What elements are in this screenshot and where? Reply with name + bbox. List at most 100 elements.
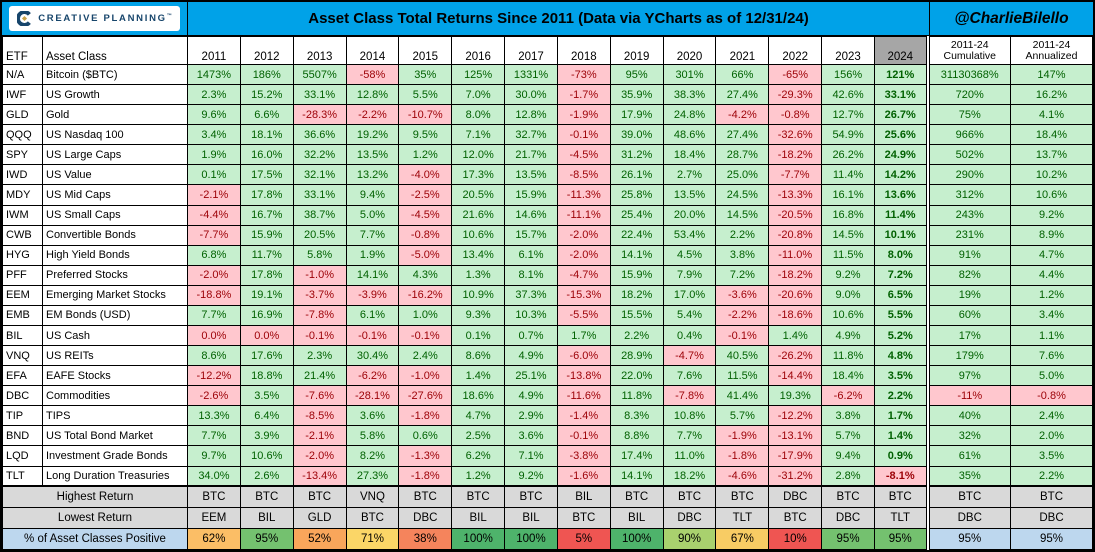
return-cell: 5.5% (873, 304, 929, 327)
table-row-SPY: SPY US Large Caps 1.9% 16.0% 32.2% 13.5% 1.2% 1… (2, 144, 1093, 166)
return-cell: 26.2% (821, 144, 875, 166)
asset-class-cell: High Yield Bonds (42, 244, 188, 266)
annualized-cell: 147% (1010, 63, 1093, 86)
cumulative-cell: 290% (925, 164, 1011, 186)
return-cell: 6.8% (187, 244, 241, 266)
table-row-HYG: HYG High Yield Bonds 6.8% 11.7% 5.8% 1.9% -5.0… (2, 244, 1093, 266)
summary-cell: DBC (662, 506, 717, 529)
return-cell: 53.4% (662, 224, 717, 246)
cumulative-cell: 31130368% (925, 63, 1011, 86)
pct-cell: 95% (821, 527, 875, 551)
return-cell: 11.8% (821, 345, 875, 367)
return-cell: 17.0% (662, 284, 717, 306)
year-header-2019: 2019 (609, 36, 664, 65)
return-cell: 14.5% (821, 224, 875, 246)
return-cell: 121% (873, 63, 929, 86)
return-cell: -11.3% (556, 184, 611, 206)
return-cell: -18.6% (768, 304, 823, 327)
asset-class-cell: US Large Caps (42, 144, 188, 166)
table-row-BND: BND US Total Bond Market 7.7% 3.9% -2.1% 5.8%… (2, 425, 1093, 447)
return-cell: 25.1% (504, 365, 558, 387)
return-cell: 18.6% (451, 385, 506, 407)
cumulative-cell: 19% (925, 284, 1011, 306)
annualized-cell: 2.2% (1010, 465, 1093, 487)
summary-cell: VNQ (345, 485, 400, 508)
return-cell: 20.0% (662, 204, 717, 226)
asset-class-cell: Bitcoin ($BTC) (42, 63, 188, 86)
return-cell: 10.9% (451, 284, 506, 306)
return-cell: -2.2% (715, 304, 770, 327)
asset-class-cell: EM Bonds (USD) (42, 304, 188, 327)
year-header-2015: 2015 (398, 36, 453, 65)
annualized-cell: 4.7% (1010, 244, 1093, 266)
return-cell: 18.4% (662, 144, 717, 166)
return-cell: -13.4% (292, 465, 347, 487)
return-cell: 3.9% (239, 425, 294, 447)
return-cell: -14.4% (768, 365, 823, 387)
return-cell: -0.8% (398, 224, 453, 246)
summary-cell: GLD (292, 506, 347, 529)
return-cell: -0.1% (398, 325, 453, 347)
table-row-IWM: IWM US Small Caps -4.4% 16.7% 38.7% 5.0% -4.5%… (2, 204, 1093, 226)
return-cell: 9.5% (398, 124, 453, 146)
return-cell: 2.7% (662, 164, 717, 186)
return-cell: -2.0% (292, 445, 347, 467)
return-cell: -17.9% (768, 445, 823, 467)
table-row-IWD: IWD US Value 0.1% 17.5% 32.1% 13.2% -4.0% 17.3%… (2, 164, 1093, 186)
return-cell: -1.8% (715, 445, 770, 467)
cumulative-cell: 502% (925, 144, 1011, 166)
return-cell: 42.6% (821, 84, 875, 106)
twitter-handle: @CharlieBilello (929, 2, 1093, 35)
return-cell: 28.9% (609, 345, 664, 367)
return-cell: 2.2% (715, 224, 770, 246)
return-cell: 5.0% (345, 204, 400, 226)
return-cell: -2.5% (398, 184, 453, 206)
return-cell: 15.9% (504, 184, 558, 206)
return-cell: 18.2% (609, 284, 664, 306)
summary-cumulative-cell: BTC (925, 485, 1011, 508)
return-cell: 14.1% (609, 465, 664, 487)
return-cell: 2.3% (292, 345, 347, 367)
return-cell: -7.8% (292, 304, 347, 327)
return-cell: 14.2% (873, 164, 929, 186)
return-cell: -3.7% (292, 284, 347, 306)
return-cell: 1.7% (556, 325, 611, 347)
cumulative-cell: 82% (925, 264, 1011, 286)
return-cell: 27.4% (715, 84, 770, 106)
return-cell: 301% (662, 63, 717, 86)
return-cell: -1.9% (556, 104, 611, 126)
return-cell: 6.5% (873, 284, 929, 306)
return-cell: 10.3% (504, 304, 558, 327)
return-cell: 30.4% (345, 345, 400, 367)
return-cell: -4.7% (556, 264, 611, 286)
return-cell: 17.3% (451, 164, 506, 186)
return-cell: -4.0% (398, 164, 453, 186)
table-row-MDY: MDY US Mid Caps -2.1% 17.8% 33.1% 9.4% -2.5% 20… (2, 184, 1093, 206)
return-cell: 26.7% (873, 104, 929, 126)
return-cell: 3.6% (345, 405, 400, 427)
return-cell: 31.2% (609, 144, 664, 166)
asset-class-cell: US Mid Caps (42, 184, 188, 206)
return-cell: 7.6% (662, 365, 717, 387)
return-cell: 25.6% (873, 124, 929, 146)
return-cell: 1.9% (345, 244, 400, 266)
return-cell: -20.5% (768, 204, 823, 226)
etf-cell: N/A (2, 63, 43, 86)
return-cell: 5507% (292, 63, 347, 86)
asset-class-cell: Commodities (42, 385, 188, 407)
return-cell: 32.1% (292, 164, 347, 186)
return-cell: -26.2% (768, 345, 823, 367)
return-cell: -1.0% (292, 264, 347, 286)
return-cell: -11.0% (768, 244, 823, 266)
summary-cell: BTC (239, 485, 294, 508)
return-cell: 0.1% (187, 164, 241, 186)
etf-cell: EFA (2, 365, 43, 387)
return-cell: 19.1% (239, 284, 294, 306)
return-cell: 13.4% (451, 244, 506, 266)
asset-class-cell: Gold (42, 104, 188, 126)
table-row-VNQ: VNQ US REITs 8.6% 17.6% 2.3% 30.4% 2.4% 8.6% 4.9… (2, 345, 1093, 367)
cumulative-cell: 17% (925, 325, 1011, 347)
summary-cell: BTC (187, 485, 241, 508)
creative-planning-c-icon (17, 11, 32, 26)
return-cell: 9.4% (345, 184, 400, 206)
